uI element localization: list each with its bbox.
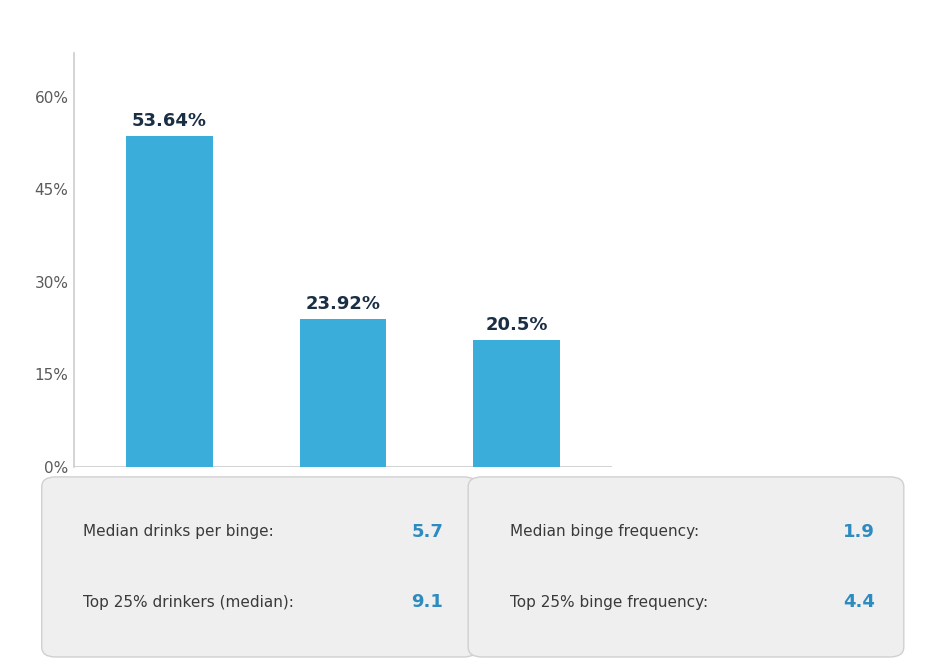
- Text: 23.92%: 23.92%: [306, 295, 380, 313]
- Text: Median drinks per binge:: Median drinks per binge:: [83, 524, 274, 539]
- Bar: [299, 319, 387, 467]
- Text: 20.5%: 20.5%: [485, 316, 548, 334]
- Text: 1.9: 1.9: [844, 523, 875, 541]
- Bar: [473, 340, 560, 467]
- Text: 4.4: 4.4: [844, 593, 875, 611]
- Text: 5.7: 5.7: [412, 523, 443, 541]
- Text: Top 25% drinkers (median):: Top 25% drinkers (median):: [83, 595, 294, 610]
- Text: 9.1: 9.1: [412, 593, 443, 611]
- Text: Top 25% binge frequency:: Top 25% binge frequency:: [510, 595, 708, 610]
- FancyBboxPatch shape: [468, 477, 904, 657]
- FancyBboxPatch shape: [42, 477, 477, 657]
- Bar: [126, 136, 213, 467]
- Text: 53.64%: 53.64%: [132, 111, 207, 129]
- Text: Median binge frequency:: Median binge frequency:: [510, 524, 699, 539]
